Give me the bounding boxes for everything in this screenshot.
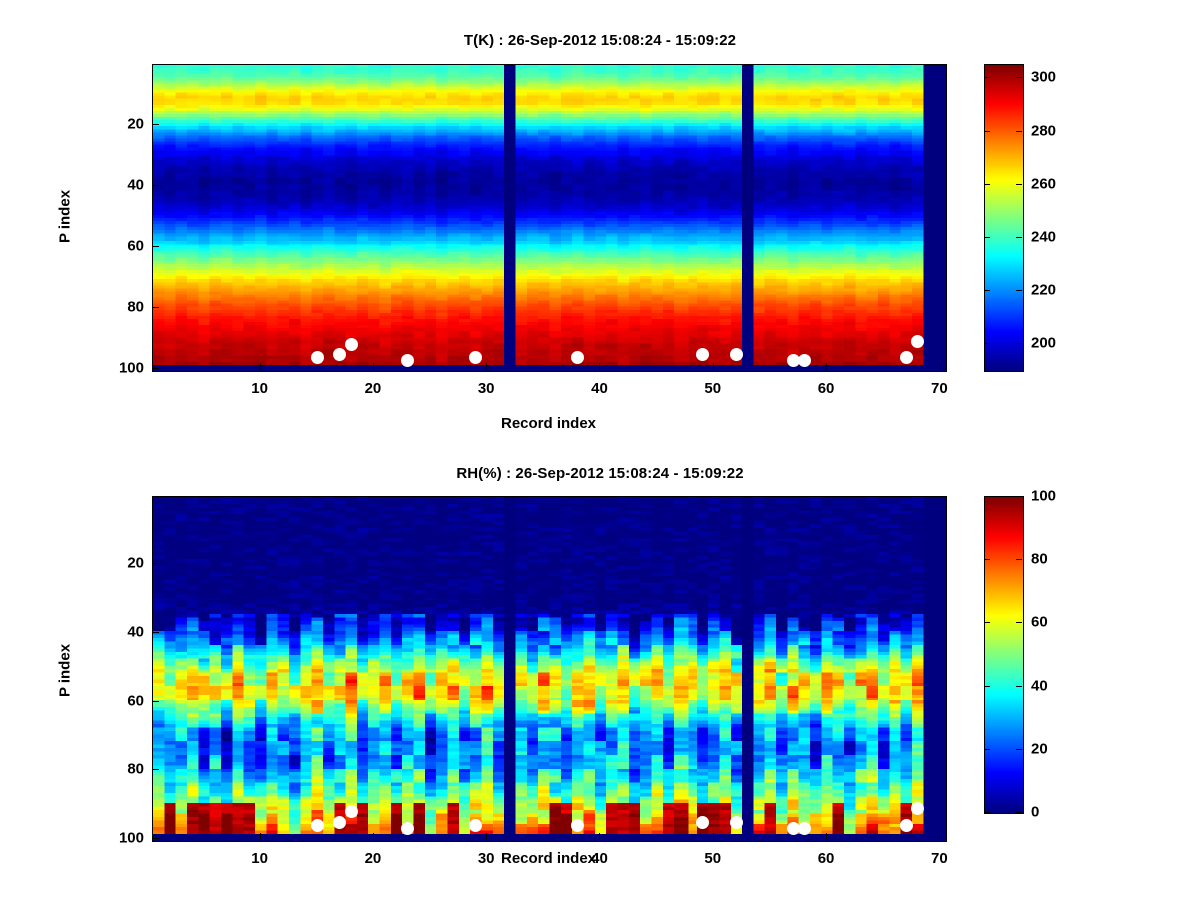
x-tick-label: 10: [251, 850, 268, 867]
colorbar-temperature: [984, 64, 1024, 372]
colorbar-tick-mark: [984, 496, 990, 497]
colorbar-tick-mark: [984, 343, 990, 345]
x-tick-mark: [486, 363, 488, 370]
y-tick-mark: [152, 700, 159, 702]
colorbar-tick-mark: [1016, 130, 1022, 132]
colorbar-tick-mark: [984, 77, 990, 79]
x-tick-mark: [939, 833, 941, 840]
colorbar-tick-mark: [984, 748, 990, 750]
colorbar-tick-mark: [984, 183, 990, 185]
y-tick-mark: [152, 838, 159, 840]
x-tick-label: 40: [591, 850, 608, 867]
colorbar-tick-label: 60: [1031, 613, 1048, 631]
colorbar-tick-mark: [1016, 77, 1022, 79]
x-tick-label: 60: [817, 850, 835, 867]
colorbar-tick-mark: [984, 559, 990, 561]
x-tick-label: 20: [364, 380, 382, 397]
x-tick-mark: [712, 833, 714, 840]
heatmap-humidity: [153, 497, 946, 841]
y-tick-label: 80: [127, 760, 144, 778]
colorbar-tick-mark: [984, 622, 990, 624]
colorbar-tick-mark: [984, 685, 990, 687]
x-tick-mark: [939, 363, 941, 370]
colorbar-humidity: [984, 496, 1024, 814]
y-tick-mark: [152, 769, 159, 771]
y-tick-label: 100: [118, 829, 144, 847]
x-tick-mark: [372, 363, 374, 370]
x-tick-label: 10: [251, 380, 268, 397]
x-axis-label-temperature: Record index: [500, 415, 597, 432]
x-tick-mark: [712, 363, 714, 370]
colorbar-tick-label: 20: [1031, 740, 1048, 758]
y-tick-mark: [152, 307, 159, 309]
y-axis-label-temperature: P index: [56, 189, 74, 244]
colorbar-tick-label: 220: [1031, 281, 1057, 299]
x-tick-mark: [599, 363, 601, 370]
colorbar-tick-label: 200: [1031, 334, 1057, 352]
colorbar-tick-label: 0: [1031, 803, 1040, 821]
panel-title-temperature: T(K) : 26-Sep-2012 15:08:24 - 15:09:22: [463, 32, 737, 49]
colorbar-tick-mark: [984, 130, 990, 132]
x-tick-label: 40: [591, 380, 608, 397]
y-tick-label: 60: [127, 692, 144, 710]
x-axis-label-humidity: Record index: [500, 850, 597, 867]
y-tick-mark: [152, 184, 159, 186]
x-tick-label: 60: [817, 380, 835, 397]
colorbar-tick-mark: [984, 236, 990, 238]
colorbar-tick-mark: [984, 812, 990, 813]
y-tick-label: 100: [118, 359, 144, 377]
colorbar-tick-label: 300: [1031, 68, 1057, 86]
panel-temperature: T(K) : 26-Sep-2012 15:08:24 - 15:09:22 1…: [56, 32, 1057, 432]
x-tick-label: 30: [477, 380, 495, 397]
colorbar-tick-mark: [1016, 812, 1022, 813]
y-tick-label: 60: [127, 237, 144, 255]
colorbar-tick-mark: [1016, 748, 1022, 750]
x-tick-label: 50: [704, 380, 722, 397]
y-axis-label-humidity: P index: [56, 643, 74, 698]
y-tick-label: 40: [127, 176, 144, 194]
heatmap-temperature: [153, 65, 946, 371]
y-tick-label: 20: [127, 554, 144, 572]
y-tick-mark: [152, 246, 159, 248]
x-tick-mark: [486, 833, 488, 840]
y-tick-label: 40: [127, 623, 144, 641]
y-tick-mark: [152, 123, 159, 125]
colorbar-tick-mark: [1016, 496, 1022, 497]
colorbar-tick-label: 80: [1031, 550, 1048, 568]
x-tick-label: 20: [364, 850, 382, 867]
x-tick-label: 30: [477, 850, 495, 867]
y-tick-mark: [152, 563, 159, 565]
colorbar-tick-mark: [984, 290, 990, 292]
x-tick-label: 70: [930, 380, 948, 397]
colorbar-tick-label: 260: [1031, 175, 1057, 193]
panel-title-humidity: RH(%) : 26-Sep-2012 15:08:24 - 15:09:22: [456, 465, 744, 482]
y-tick-label: 80: [127, 298, 144, 316]
colorbar-tick-mark: [1016, 236, 1022, 238]
colorbar-tick-mark: [1016, 290, 1022, 292]
colorbar-tick-label: 100: [1031, 487, 1057, 505]
x-tick-mark: [599, 833, 601, 840]
colorbar-tick-label: 40: [1031, 677, 1048, 695]
colorbar-tick-mark: [1016, 685, 1022, 687]
x-tick-label: 50: [704, 850, 722, 867]
y-tick-mark: [152, 631, 159, 633]
panel-humidity: RH(%) : 26-Sep-2012 15:08:24 - 15:09:22 …: [0, 435, 1200, 900]
colorbar-tick-mark: [1016, 343, 1022, 345]
axes-temperature: [152, 64, 947, 372]
colorbar-tick-mark: [1016, 559, 1022, 561]
axes-humidity: [152, 496, 947, 842]
colorbar-tick-mark: [1016, 183, 1022, 185]
y-tick-label: 20: [127, 115, 144, 133]
x-tick-mark: [826, 833, 828, 840]
x-tick-mark: [372, 833, 374, 840]
x-tick-mark: [259, 363, 261, 370]
colorbar-tick-label: 240: [1031, 228, 1057, 246]
colorbar-tick-mark: [1016, 622, 1022, 624]
x-tick-mark: [259, 833, 261, 840]
x-tick-mark: [826, 363, 828, 370]
x-tick-label: 70: [930, 850, 948, 867]
y-tick-mark: [152, 368, 159, 370]
colorbar-tick-label: 280: [1031, 122, 1057, 140]
